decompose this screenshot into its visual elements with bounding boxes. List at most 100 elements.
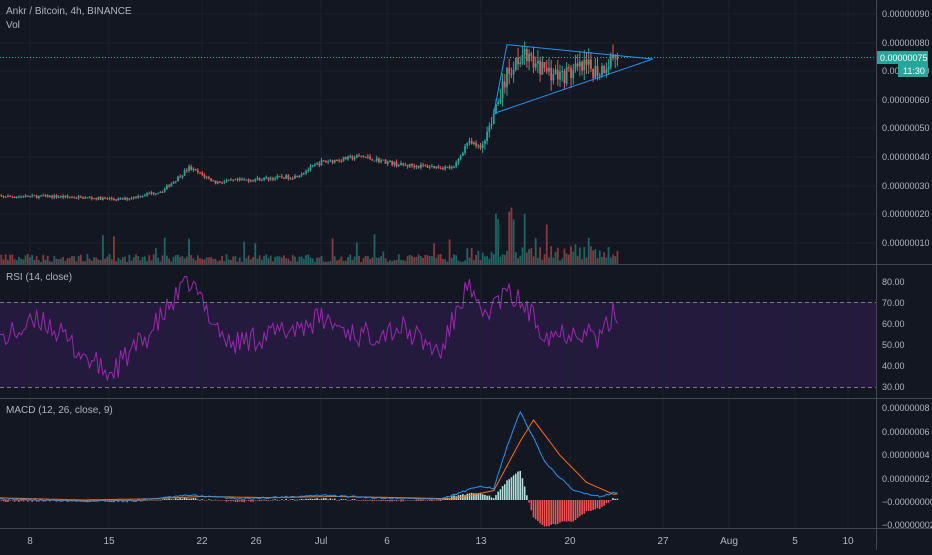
time-tick: Aug [720, 536, 738, 547]
candle-body [212, 180, 215, 182]
macd-label[interactable]: MACD (12, 26, close, 9) [6, 405, 113, 416]
symbol-title[interactable]: Ankr / Bitcoin, 4h, BINANCE [6, 6, 132, 17]
candle-body [214, 180, 217, 184]
macd-histogram-bar [340, 498, 343, 500]
macd-histogram-bar [499, 489, 502, 500]
candle-body [437, 166, 440, 169]
volume-bar [351, 259, 354, 264]
volume-bar [154, 248, 157, 264]
macd-histogram-bar [325, 498, 327, 500]
candle-body [183, 170, 186, 176]
macd-histogram-bar [214, 499, 217, 501]
time-axis[interactable]: 8 15 22 26 Jul 6 13 20 27 Aug 5 10 [27, 536, 854, 547]
macd-histogram-bar [161, 499, 164, 501]
candle-body [298, 175, 301, 178]
candle-body [322, 160, 325, 162]
volume-bar [73, 256, 76, 264]
candle-body [243, 179, 246, 181]
candle-body [179, 176, 182, 178]
macd-histogram-bar [439, 500, 442, 502]
macd-histogram-bar [579, 500, 581, 517]
macd-histogram-bar [517, 471, 519, 500]
macd-histogram-bar [360, 500, 363, 501]
volume-bar [82, 261, 84, 264]
candle-body [289, 178, 292, 180]
candle-body [455, 162, 458, 167]
macd-histogram-bar [570, 500, 572, 522]
candle-body [249, 180, 252, 182]
candle-body [556, 69, 559, 80]
candle-body [265, 177, 268, 179]
macd-histogram-bar [422, 500, 424, 501]
macd-indicator [0, 411, 619, 527]
candle-body [347, 156, 349, 160]
volume-label[interactable]: Vol [6, 20, 20, 31]
rsi-label[interactable]: RSI (14, close) [6, 272, 72, 283]
macd-axis[interactable]: 0.00000008 0.00000006 0.00000004 0.00000… [882, 403, 932, 530]
macd-histogram-bar [24, 500, 27, 501]
candle-body [464, 146, 466, 153]
candle-body [417, 165, 420, 168]
macd-histogram-bar [33, 500, 36, 501]
time-tick: 20 [564, 536, 576, 547]
macd-histogram-bar [503, 484, 506, 500]
macd-histogram-bar [300, 498, 303, 500]
rsi-axis[interactable]: 80.00 70.00 60.00 50.00 40.00 30.00 [882, 277, 905, 392]
candle-body [525, 49, 528, 62]
macd-histogram-bar [201, 499, 204, 500]
candle-body [192, 168, 195, 170]
macd-histogram-bar [431, 500, 433, 502]
candle-body [534, 63, 537, 68]
candle-body [291, 178, 294, 180]
volume-bar [181, 255, 184, 264]
macd-histogram-bar [585, 500, 588, 512]
volume-bar [194, 260, 197, 264]
candle-body [110, 198, 113, 200]
volume-bar [512, 219, 515, 264]
volume-bar [592, 250, 595, 264]
candle-body [466, 142, 469, 147]
candle-body [336, 159, 338, 161]
macd-histogram-bar [205, 500, 208, 501]
candle-body [590, 59, 592, 69]
volume-bar [141, 256, 144, 264]
candle-body [512, 69, 515, 75]
macd-histogram-bar [250, 500, 252, 502]
candle-body [232, 179, 235, 181]
macd-histogram-bar [358, 500, 360, 501]
macd-histogram-bar [40, 500, 42, 501]
candle-body [225, 180, 228, 182]
volume-bar [380, 256, 383, 264]
candle-body [13, 196, 16, 198]
volume-bar [417, 254, 420, 264]
volume-bar [349, 254, 352, 264]
candle-body [88, 197, 91, 199]
macd-histogram-bar [426, 500, 429, 501]
volume-bar [188, 238, 190, 264]
triangle-pattern[interactable] [493, 44, 653, 115]
rsi-band [0, 302, 876, 387]
price-axis[interactable]: 0.00000090 0.00000080 0.00000070 0.00000… [882, 9, 930, 248]
candle-body [428, 167, 431, 169]
macd-histogram-bar [238, 500, 241, 502]
volume-bar [521, 247, 524, 264]
volume-bar [90, 260, 93, 264]
volume-bar [514, 252, 517, 264]
volume-bar [422, 257, 424, 264]
candles [0, 41, 619, 202]
volume-bar [495, 213, 497, 264]
price-tick: 0.00000090 [882, 9, 930, 19]
candle-body [490, 124, 493, 127]
candle-body [439, 168, 442, 170]
volume-bar [508, 211, 511, 264]
macd-histogram-bar [400, 500, 402, 502]
candle-body [475, 142, 477, 146]
volume-bar [455, 255, 458, 264]
candle-body [552, 74, 555, 81]
candle-body [283, 177, 285, 179]
volume-bar [503, 254, 506, 264]
macd-histogram-bar [185, 498, 188, 500]
volume-bar [11, 254, 14, 264]
